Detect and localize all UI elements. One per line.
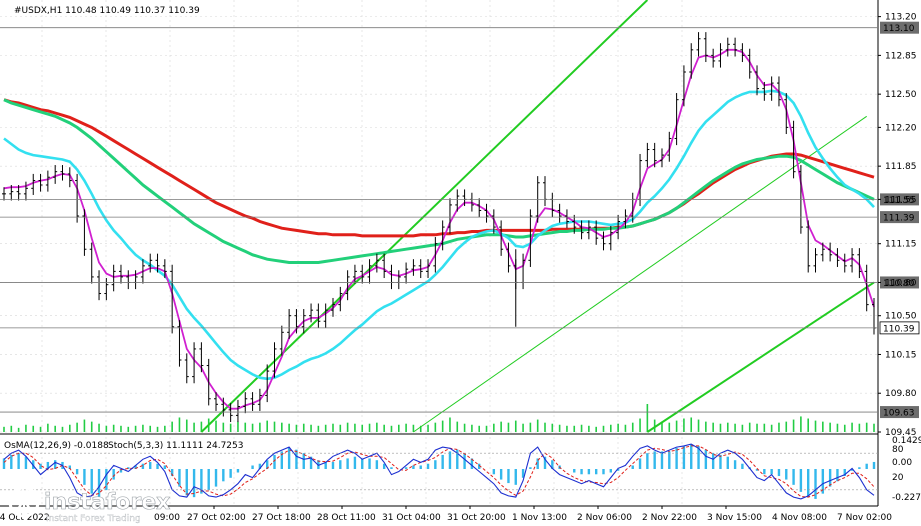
time-tick-label: 3 Nov 15:00	[707, 513, 762, 523]
stoch-label: Stoch(5,3,3) 11.1111 24.7253	[108, 441, 243, 451]
moving-averages	[3, 48, 875, 410]
symbol-line: #USDX,H1 110.48 110.49 110.37 110.39	[14, 6, 200, 16]
time-start-label-2: 09:00	[154, 513, 180, 523]
price-tick-label: 109.80	[885, 389, 917, 399]
level-label: 111.39	[883, 214, 915, 224]
price-tick-label: 110.50	[885, 312, 917, 322]
channel-lower-line	[646, 281, 875, 433]
level-tag	[880, 21, 919, 34]
osma-tick-label: 80	[892, 445, 904, 455]
time-start-label: 24 Oct 2022	[0, 513, 50, 523]
osma-tick-label: 20	[892, 473, 904, 483]
osma-tick-label: 0.1429	[892, 436, 921, 446]
chart-grid	[0, 0, 879, 507]
price-tick-label: 111.85	[885, 162, 917, 172]
time-scale: 27 Oct 02:00 27 Oct 18:00 28 Oct 11:00 31 O…	[0, 506, 892, 523]
price-tick-label: 113.20	[885, 13, 917, 23]
ma-cyan-line	[3, 89, 875, 381]
osma-tick-label: -0.2273	[892, 493, 921, 503]
time-tick-label: 7 Nov 02:00	[837, 513, 892, 523]
level-label: 111.55	[883, 196, 915, 206]
channel-mid-line	[413, 115, 867, 433]
price-levels: 113.10 111.55 111.39 110.80 110.39 109.63	[0, 21, 920, 419]
level-tag	[879, 321, 920, 335]
level-label: 110.80	[883, 279, 915, 289]
level-label: 110.39	[883, 324, 915, 334]
chart-header: #USDX,H1 110.48 110.49 110.37 110.39	[14, 6, 200, 16]
osma-label: OsMA(12,26,9) -0.0188	[4, 441, 109, 451]
level-tag	[880, 406, 919, 419]
time-tick-label: 27 Oct 02:00	[187, 513, 246, 523]
instaforex-watermark: instaforex Instant Forex Trading	[8, 486, 171, 524]
osma-tick-label: 0.00	[892, 458, 912, 468]
price-tick-label: 112.20	[885, 123, 917, 133]
oscillator-header: OsMA(12,26,9) -0.0188 Stoch(5,3,3) 11.11…	[4, 441, 243, 451]
ma-green-line	[3, 98, 875, 264]
time-tick-label: 2 Nov 22:00	[642, 513, 697, 523]
price-tick-label: 110.80	[885, 278, 917, 288]
stoch-signal-line	[3, 445, 875, 498]
time-tick-label: 2 Nov 06:00	[577, 513, 632, 523]
channel-upper-line	[200, 0, 649, 433]
price-tick-label: 112.85	[885, 51, 917, 61]
time-tick-label: 31 Oct 04:00	[382, 513, 441, 523]
level-label: 113.10	[883, 24, 915, 34]
price-tick-label: 111.55	[885, 195, 917, 205]
time-tick-label: 31 Oct 20:00	[447, 513, 506, 523]
level-tag	[880, 193, 919, 206]
level-tag	[880, 276, 919, 289]
price-scale: 113.20 112.85 112.50 112.20 111.85 111.55 111.…	[878, 13, 917, 438]
trend-channel-lines	[200, 0, 875, 433]
level-tag	[880, 211, 919, 224]
price-tick-label: 111.15	[885, 240, 917, 250]
instaforex-logo-icon	[8, 486, 40, 518]
brand-tagline: Instant Forex Trading	[46, 514, 141, 524]
price-tick-label: 110.15	[885, 350, 917, 360]
stoch-main-line	[3, 443, 875, 500]
price-tick-label: 109.45	[885, 428, 917, 438]
ma-red-line	[3, 98, 875, 238]
time-tick-label: 28 Oct 11:00	[317, 513, 376, 523]
price-bars	[2, 32, 876, 423]
time-tick-label: 27 Oct 18:00	[252, 513, 311, 523]
time-tick-label: 4 Nov 08:00	[772, 513, 827, 523]
brand-name: instaforex	[44, 490, 170, 515]
price-tick-label: 112.50	[885, 90, 917, 100]
level-label: 109.63	[883, 409, 915, 419]
time-tick-label: 1 Nov 13:00	[512, 513, 567, 523]
ma-magenta-line	[3, 48, 875, 410]
